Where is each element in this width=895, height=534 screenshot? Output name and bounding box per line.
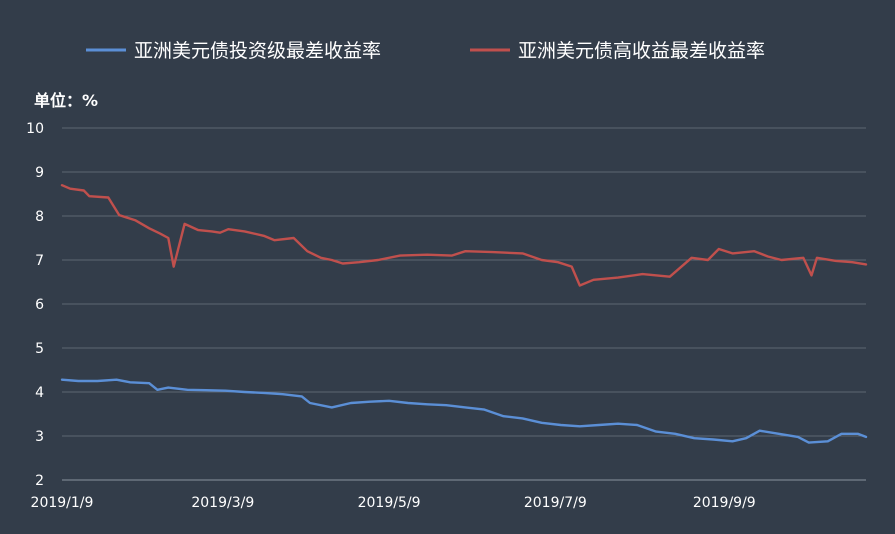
y-tick-label: 4 <box>35 385 44 401</box>
y-axis-ticks: 10 9 8 7 6 5 4 3 2 <box>26 121 44 489</box>
x-tick-label: 2019/9/9 <box>693 495 756 511</box>
x-tick-label: 2019/1/9 <box>31 495 94 511</box>
legend-label-investment-grade: 亚洲美元债投资级最差收益率 <box>134 40 381 62</box>
y-tick-label: 2 <box>35 473 44 489</box>
gridlines <box>62 127 866 481</box>
legend-label-high-yield: 亚洲美元债高收益最差收益率 <box>518 40 765 62</box>
y-tick-label: 9 <box>35 165 44 181</box>
y-tick-label: 3 <box>35 429 44 445</box>
legend: 亚洲美元债投资级最差收益率 亚洲美元债高收益最差收益率 <box>86 40 765 62</box>
unit-label: 单位：% <box>34 91 98 110</box>
series-lines <box>60 183 868 444</box>
y-tick-label: 10 <box>26 121 44 137</box>
legend-item-high-yield: 亚洲美元债高收益最差收益率 <box>470 40 765 62</box>
series-line-high-yield <box>60 183 868 287</box>
y-tick-label: 6 <box>35 297 44 313</box>
legend-item-investment-grade: 亚洲美元债投资级最差收益率 <box>86 40 381 62</box>
series-line-investment-grade <box>60 378 868 444</box>
x-tick-label: 2019/3/9 <box>191 495 254 511</box>
x-tick-label: 2019/5/9 <box>358 495 421 511</box>
y-tick-label: 5 <box>35 341 44 357</box>
y-tick-label: 8 <box>35 209 44 225</box>
x-axis-ticks: 2019/1/9 2019/3/9 2019/5/9 2019/7/9 2019/9/9 <box>31 495 756 511</box>
y-tick-label: 7 <box>35 253 44 269</box>
x-tick-label: 2019/7/9 <box>524 495 587 511</box>
